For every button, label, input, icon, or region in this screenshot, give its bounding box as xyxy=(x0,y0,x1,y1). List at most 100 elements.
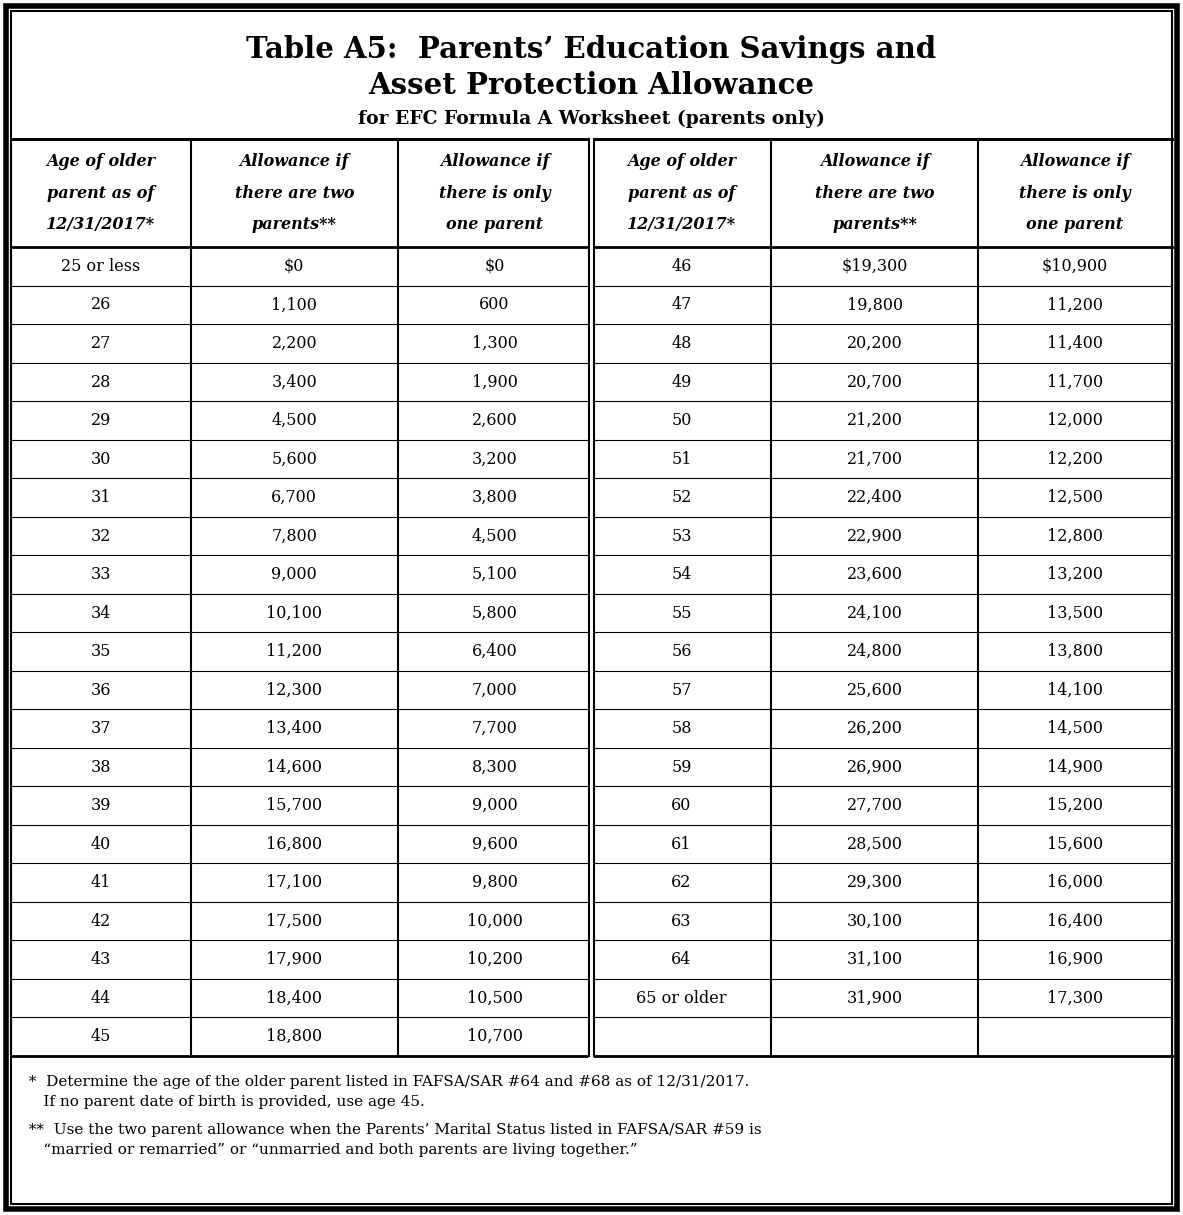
Text: one parent: one parent xyxy=(446,216,543,233)
Text: 21,200: 21,200 xyxy=(847,412,903,429)
Text: 38: 38 xyxy=(91,758,111,775)
Text: Asset Protection Allowance: Asset Protection Allowance xyxy=(368,72,815,101)
Text: 63: 63 xyxy=(671,912,692,929)
Text: 26,900: 26,900 xyxy=(847,758,903,775)
Text: 13,200: 13,200 xyxy=(1047,566,1103,583)
Text: parents**: parents** xyxy=(252,216,337,233)
Text: 5,800: 5,800 xyxy=(472,605,517,622)
Text: 14,600: 14,600 xyxy=(266,758,322,775)
Text: 12,000: 12,000 xyxy=(1047,412,1103,429)
Text: 39: 39 xyxy=(91,797,111,814)
Text: 13,800: 13,800 xyxy=(1047,643,1103,660)
Text: 32: 32 xyxy=(91,527,111,544)
Text: Age of older: Age of older xyxy=(627,153,736,170)
Text: for EFC Formula A Worksheet (parents only): for EFC Formula A Worksheet (parents onl… xyxy=(358,109,825,128)
Text: 27,700: 27,700 xyxy=(847,797,903,814)
Text: 34: 34 xyxy=(91,605,111,622)
Text: Allowance if: Allowance if xyxy=(820,153,930,170)
Text: 43: 43 xyxy=(91,951,111,968)
Text: 10,000: 10,000 xyxy=(466,912,523,929)
Text: 30: 30 xyxy=(91,451,111,468)
Text: 17,500: 17,500 xyxy=(266,912,322,929)
Text: 54: 54 xyxy=(671,566,692,583)
Text: 10,700: 10,700 xyxy=(466,1028,523,1045)
Text: 47: 47 xyxy=(671,296,692,313)
Text: 19,800: 19,800 xyxy=(847,296,903,313)
Text: 1,900: 1,900 xyxy=(472,373,517,390)
Text: 64: 64 xyxy=(671,951,692,968)
Text: 45: 45 xyxy=(91,1028,111,1045)
Text: 28,500: 28,500 xyxy=(847,836,903,853)
Text: 52: 52 xyxy=(671,490,692,505)
Text: 20,700: 20,700 xyxy=(847,373,903,390)
Text: 22,400: 22,400 xyxy=(847,490,903,505)
Text: 5,100: 5,100 xyxy=(472,566,517,583)
Text: $0: $0 xyxy=(284,258,304,275)
Text: 12/31/2017*: 12/31/2017* xyxy=(46,216,155,233)
Text: 13,500: 13,500 xyxy=(1047,605,1103,622)
Text: 65 or older: 65 or older xyxy=(636,990,726,1007)
Text: 16,800: 16,800 xyxy=(266,836,322,853)
Text: $10,900: $10,900 xyxy=(1042,258,1108,275)
Text: 26,200: 26,200 xyxy=(847,720,903,738)
Text: 14,900: 14,900 xyxy=(1047,758,1103,775)
Text: $0: $0 xyxy=(484,258,505,275)
Text: 29,300: 29,300 xyxy=(847,874,903,891)
Text: 9,800: 9,800 xyxy=(472,874,517,891)
Text: 20,200: 20,200 xyxy=(847,335,903,352)
Text: parent as of: parent as of xyxy=(47,185,155,202)
Text: 12,200: 12,200 xyxy=(1047,451,1103,468)
Text: 1,300: 1,300 xyxy=(472,335,517,352)
Text: 21,700: 21,700 xyxy=(847,451,903,468)
Text: 48: 48 xyxy=(671,335,692,352)
Text: 30,100: 30,100 xyxy=(847,912,903,929)
Text: 55: 55 xyxy=(671,605,692,622)
Text: 31: 31 xyxy=(91,490,111,505)
Text: 15,200: 15,200 xyxy=(1047,797,1103,814)
Text: 9,000: 9,000 xyxy=(271,566,317,583)
Text: 14,100: 14,100 xyxy=(1047,682,1103,699)
Text: 59: 59 xyxy=(671,758,692,775)
Text: 7,700: 7,700 xyxy=(472,720,517,738)
Text: 9,000: 9,000 xyxy=(472,797,517,814)
Text: 27: 27 xyxy=(91,335,111,352)
Text: 17,100: 17,100 xyxy=(266,874,322,891)
Text: parents**: parents** xyxy=(833,216,917,233)
Text: 6,400: 6,400 xyxy=(472,643,517,660)
Text: 22,900: 22,900 xyxy=(847,527,903,544)
Text: 62: 62 xyxy=(671,874,692,891)
Text: 18,800: 18,800 xyxy=(266,1028,322,1045)
Text: 5,600: 5,600 xyxy=(271,451,317,468)
Text: 36: 36 xyxy=(91,682,111,699)
Text: 44: 44 xyxy=(91,990,111,1007)
Text: 15,600: 15,600 xyxy=(1047,836,1103,853)
Text: 53: 53 xyxy=(671,527,692,544)
Text: 14,500: 14,500 xyxy=(1047,720,1103,738)
Text: 10,500: 10,500 xyxy=(466,990,523,1007)
Text: 16,000: 16,000 xyxy=(1047,874,1103,891)
Text: 8,300: 8,300 xyxy=(472,758,517,775)
Text: 24,800: 24,800 xyxy=(847,643,903,660)
Text: Table A5:  Parents’ Education Savings and: Table A5: Parents’ Education Savings and xyxy=(246,34,937,63)
Text: 35: 35 xyxy=(91,643,111,660)
Text: 33: 33 xyxy=(91,566,111,583)
Text: 2,200: 2,200 xyxy=(271,335,317,352)
Text: 4,500: 4,500 xyxy=(472,527,517,544)
Text: 31,900: 31,900 xyxy=(847,990,903,1007)
Text: 23,600: 23,600 xyxy=(847,566,903,583)
Text: 13,400: 13,400 xyxy=(266,720,322,738)
Text: 10,200: 10,200 xyxy=(466,951,523,968)
Text: *  Determine the age of the older parent listed in FAFSA/SAR #64 and #68 as of 1: * Determine the age of the older parent … xyxy=(19,1075,749,1089)
Text: 4,500: 4,500 xyxy=(271,412,317,429)
Text: 12/31/2017*: 12/31/2017* xyxy=(627,216,736,233)
Text: 26: 26 xyxy=(91,296,111,313)
Text: “married or remarried” or “unmarried and both parents are living together.”: “married or remarried” or “unmarried and… xyxy=(19,1143,638,1157)
Text: 29: 29 xyxy=(91,412,111,429)
Text: 1,100: 1,100 xyxy=(271,296,317,313)
Text: one parent: one parent xyxy=(1027,216,1124,233)
Text: 12,300: 12,300 xyxy=(266,682,322,699)
Text: **  Use the two parent allowance when the Parents’ Marital Status listed in FAFS: ** Use the two parent allowance when the… xyxy=(19,1123,762,1137)
Text: 18,400: 18,400 xyxy=(266,990,322,1007)
Text: 12,800: 12,800 xyxy=(1047,527,1103,544)
Text: 60: 60 xyxy=(671,797,692,814)
